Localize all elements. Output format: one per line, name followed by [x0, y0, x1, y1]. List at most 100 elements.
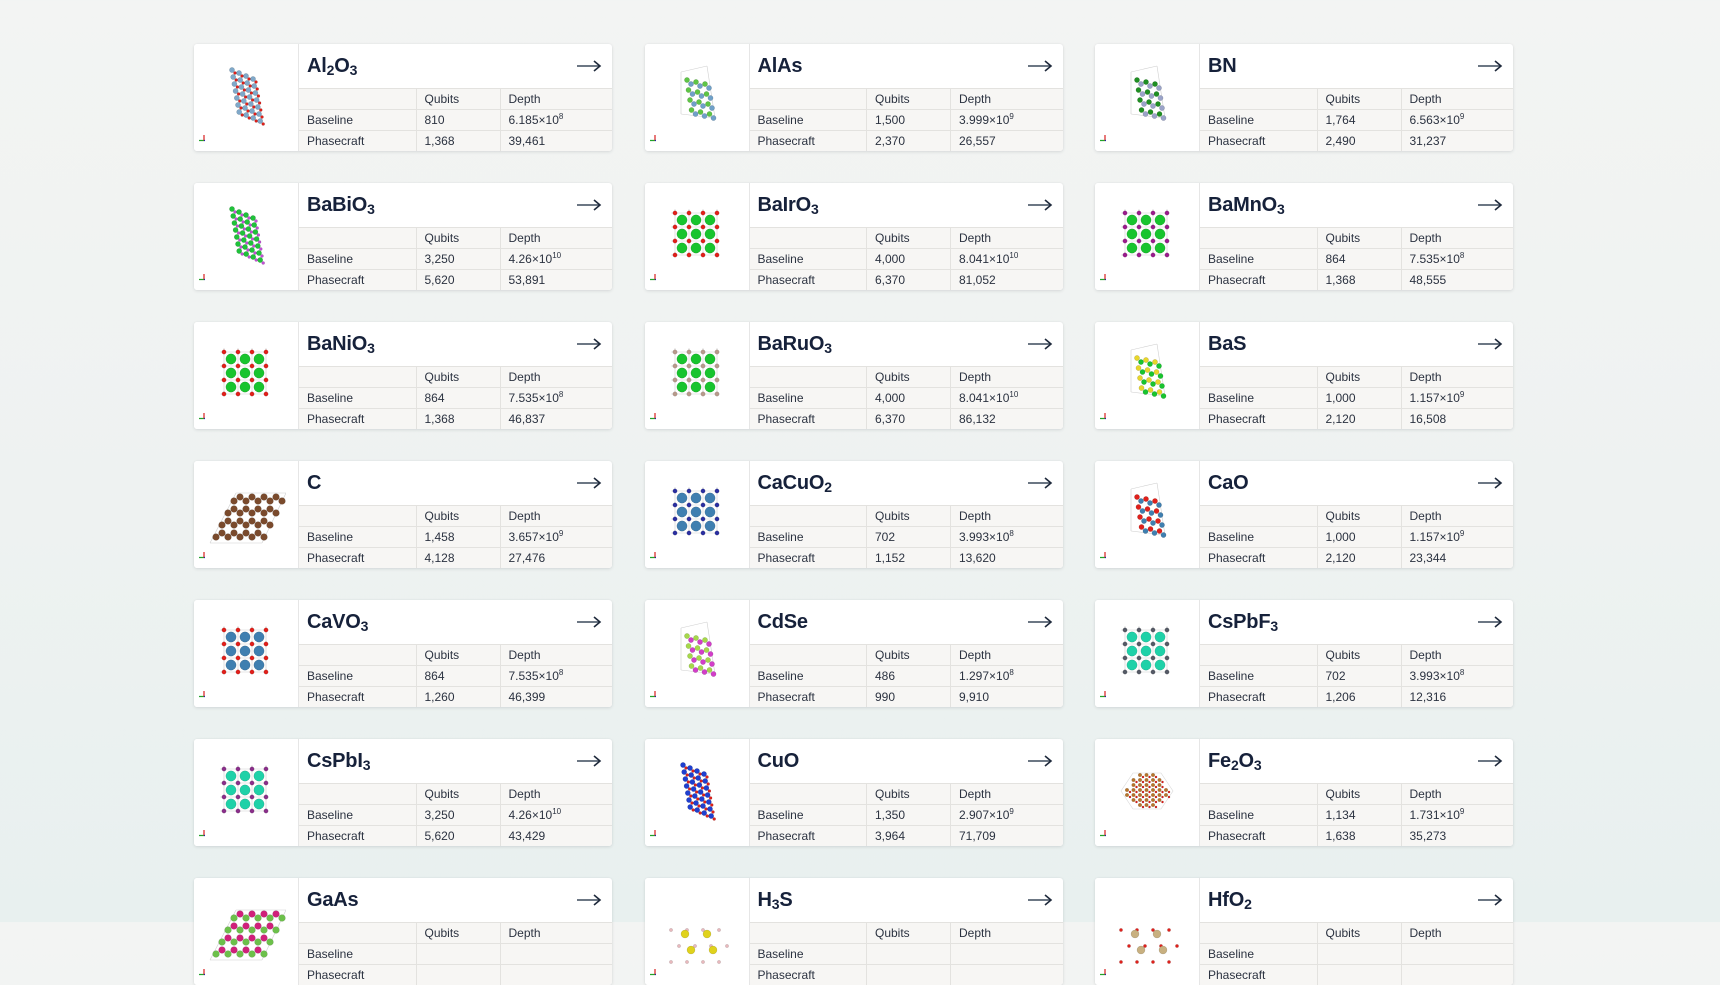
material-formula[interactable]: Fe2O3 — [1208, 750, 1262, 773]
material-formula[interactable]: HfO2 — [1208, 889, 1252, 912]
resources-table: Qubits Depth Baseline 702 3.993×108 Phas… — [750, 505, 1063, 568]
header-empty — [750, 367, 867, 388]
row-label-phasecraft: Phasecraft — [299, 548, 416, 569]
phasecraft-row: Phasecraft 2,490 31,237 — [1200, 131, 1513, 152]
material-card-alas[interactable]: AlAs Qubits Depth Baseline 1,500 3.999×1… — [645, 44, 1063, 151]
table-header-row: Qubits Depth — [299, 645, 612, 666]
material-formula[interactable]: BaRuO3 — [758, 333, 832, 356]
baseline-row: Baseline 1,500 3.999×109 — [750, 110, 1063, 131]
header-empty — [1200, 645, 1317, 666]
row-label-baseline: Baseline — [750, 249, 867, 270]
material-card-bamno3[interactable]: BaMnO3 Qubits Depth Baseline 864 7.535×1… — [1095, 183, 1513, 290]
arrow-right-icon[interactable] — [576, 893, 602, 907]
material-card-cspbi3[interactable]: CsPbI3 Qubits Depth Baseline 3,250 4.26×… — [194, 739, 612, 846]
material-formula[interactable]: BaMnO3 — [1208, 194, 1285, 217]
material-card-hfo2[interactable]: HfO2 Qubits Depth Baseline — [1095, 878, 1513, 985]
material-card-babio3[interactable]: BaBiO3 Qubits Depth Baseline 3,250 4.26×… — [194, 183, 612, 290]
phasecraft-qubits: 1,368 — [416, 409, 500, 430]
material-card-banio3[interactable]: BaNiO3 Qubits Depth Baseline 864 7.535×1… — [194, 322, 612, 429]
material-card-bn[interactable]: BN Qubits Depth Baseline 1,764 6.563×109 — [1095, 44, 1513, 151]
arrow-right-icon[interactable] — [1477, 59, 1503, 73]
material-card-cao[interactable]: CaO Qubits Depth Baseline 1,000 1.157×10… — [1095, 461, 1513, 568]
arrow-right-icon[interactable] — [576, 754, 602, 768]
formula-text: C — [307, 472, 321, 494]
material-card-bairo3[interactable]: BaIrO3 Qubits Depth Baseline 4,000 8.041… — [645, 183, 1063, 290]
row-label-phasecraft: Phasecraft — [750, 826, 867, 847]
material-card-cuo[interactable]: CuO Qubits Depth Baseline 1,350 2.907×10… — [645, 739, 1063, 846]
material-card-cavo3[interactable]: CaVO3 Qubits Depth Baseline 864 7.535×10… — [194, 600, 612, 707]
material-formula[interactable]: BN — [1208, 55, 1237, 78]
material-card-c[interactable]: C Qubits Depth Baseline 1,458 3.657×109 — [194, 461, 612, 568]
material-formula[interactable]: CsPbI3 — [307, 750, 370, 773]
phasecraft-qubits: 2,120 — [1317, 409, 1401, 430]
card-header: C — [299, 461, 612, 505]
arrow-right-icon[interactable] — [1027, 893, 1053, 907]
arrow-right-icon[interactable] — [1027, 198, 1053, 212]
material-formula[interactable]: BaS — [1208, 333, 1246, 356]
axes-triad-icon — [198, 966, 208, 976]
material-card-cacuo2[interactable]: CaCuO2 Qubits Depth Baseline 702 3.993×1… — [645, 461, 1063, 568]
formula-text: CaO — [1208, 472, 1249, 494]
material-card-baruo3[interactable]: BaRuO3 Qubits Depth Baseline 4,000 8.041… — [645, 322, 1063, 429]
arrow-right-icon[interactable] — [1477, 754, 1503, 768]
phasecraft-depth: 27,476 — [500, 548, 612, 569]
arrow-right-icon[interactable] — [1027, 337, 1053, 351]
material-formula[interactable]: CaO — [1208, 472, 1249, 495]
phasecraft-depth: 31,237 — [1401, 131, 1513, 152]
arrow-right-icon[interactable] — [576, 59, 602, 73]
arrow-right-icon[interactable] — [1477, 615, 1503, 629]
arrow-right-icon[interactable] — [576, 615, 602, 629]
material-card-bas[interactable]: BaS Qubits Depth Baseline 1,000 1.157×10… — [1095, 322, 1513, 429]
material-card-h3s[interactable]: H3S Qubits Depth Baseline — [645, 878, 1063, 985]
material-formula[interactable]: Al2O3 — [307, 55, 357, 78]
material-formula[interactable]: GaAs — [307, 889, 358, 912]
material-formula[interactable]: H3S — [758, 889, 793, 912]
material-formula[interactable]: BaBiO3 — [307, 194, 375, 217]
material-formula[interactable]: CaVO3 — [307, 611, 368, 634]
material-formula[interactable]: BaNiO3 — [307, 333, 375, 356]
phasecraft-row: Phasecraft 1,368 48,555 — [1200, 270, 1513, 291]
structure-thumbnail — [194, 322, 299, 429]
header-qubits: Qubits — [1317, 923, 1401, 944]
material-formula[interactable]: BaIrO3 — [758, 194, 819, 217]
material-formula[interactable]: C — [307, 472, 321, 495]
material-card-cdse[interactable]: CdSe Qubits Depth Baseline 486 1.297×108 — [645, 600, 1063, 707]
phasecraft-depth: 35,273 — [1401, 826, 1513, 847]
material-formula[interactable]: CuO — [758, 750, 800, 773]
arrow-right-icon[interactable] — [576, 337, 602, 351]
arrow-right-icon[interactable] — [576, 476, 602, 490]
material-card-fe2o3[interactable]: Fe2O3 Qubits Depth Baseline 1,134 1.731×… — [1095, 739, 1513, 846]
card-body: CuO Qubits Depth Baseline 1,350 2.907×10… — [750, 739, 1063, 846]
arrow-right-icon[interactable] — [1027, 476, 1053, 490]
arrow-right-icon[interactable] — [1027, 615, 1053, 629]
material-formula[interactable]: CdSe — [758, 611, 808, 634]
material-card-al2o3[interactable]: Al2O3 Qubits Depth Baseline 810 6.185×10… — [194, 44, 612, 151]
baseline-qubits — [867, 944, 951, 965]
phasecraft-row: Phasecraft 1,368 39,461 — [299, 131, 612, 152]
arrow-right-icon[interactable] — [576, 198, 602, 212]
axes-triad-icon — [198, 688, 208, 698]
phasecraft-row: Phasecraft 6,370 81,052 — [750, 270, 1063, 291]
arrow-right-icon[interactable] — [1477, 198, 1503, 212]
baseline-row: Baseline 702 3.993×108 — [1200, 666, 1513, 687]
arrow-right-icon[interactable] — [1027, 59, 1053, 73]
material-formula[interactable]: AlAs — [758, 55, 803, 78]
arrow-right-icon[interactable] — [1477, 337, 1503, 351]
axes-triad-icon — [649, 549, 659, 559]
arrow-right-icon[interactable] — [1477, 893, 1503, 907]
phasecraft-depth: 13,620 — [951, 548, 1063, 569]
axes-triad-icon — [1099, 688, 1109, 698]
header-qubits: Qubits — [867, 89, 951, 110]
resources-table: Qubits Depth Baseline 3,250 4.26×1010 Ph… — [299, 783, 612, 846]
header-depth: Depth — [1401, 89, 1513, 110]
row-label-baseline: Baseline — [299, 666, 416, 687]
baseline-depth: 7.535×108 — [500, 388, 612, 409]
arrow-right-icon[interactable] — [1027, 754, 1053, 768]
row-label-baseline: Baseline — [750, 527, 867, 548]
material-formula[interactable]: CaCuO2 — [758, 472, 832, 495]
material-formula[interactable]: CsPbF3 — [1208, 611, 1278, 634]
formula-subscript: 3 — [367, 201, 375, 217]
material-card-gaas[interactable]: GaAs Qubits Depth Baseline — [194, 878, 612, 985]
material-card-cspbf3[interactable]: CsPbF3 Qubits Depth Baseline 702 3.993×1… — [1095, 600, 1513, 707]
arrow-right-icon[interactable] — [1477, 476, 1503, 490]
